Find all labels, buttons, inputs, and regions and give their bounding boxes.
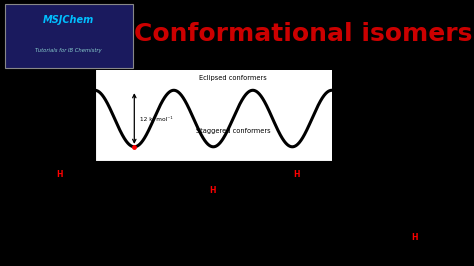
Text: MSJChem: MSJChem bbox=[43, 15, 94, 25]
Text: H: H bbox=[259, 217, 265, 226]
Text: H: H bbox=[209, 217, 215, 226]
Text: H: H bbox=[209, 186, 216, 195]
Text: H: H bbox=[56, 171, 63, 180]
Text: H: H bbox=[328, 217, 334, 226]
Text: H: H bbox=[90, 217, 96, 226]
Text: Dihedral angle = 180º: Dihedral angle = 180º bbox=[371, 252, 458, 259]
Text: H: H bbox=[91, 217, 97, 226]
Text: H: H bbox=[411, 233, 418, 242]
Text: H: H bbox=[21, 217, 28, 226]
Text: H: H bbox=[56, 170, 63, 179]
Text: H: H bbox=[446, 217, 452, 226]
FancyBboxPatch shape bbox=[5, 4, 133, 68]
Text: H: H bbox=[174, 171, 181, 180]
Text: H: H bbox=[446, 186, 453, 195]
Text: H: H bbox=[293, 170, 300, 179]
Text: H: H bbox=[411, 171, 418, 180]
Text: H: H bbox=[293, 171, 300, 180]
Text: Dihedral angle = 0º: Dihedral angle = 0º bbox=[20, 252, 98, 259]
Text: H: H bbox=[174, 233, 181, 242]
Text: Tutorials for IB Chemistry: Tutorials for IB Chemistry bbox=[36, 48, 102, 53]
Text: Eclipsed conformers: Eclipsed conformers bbox=[199, 75, 267, 81]
Text: H: H bbox=[140, 186, 146, 195]
Text: Conformational isomers: Conformational isomers bbox=[134, 22, 473, 47]
Text: H: H bbox=[327, 217, 333, 226]
Text: H: H bbox=[378, 217, 384, 226]
Text: Staggered conformers: Staggered conformers bbox=[196, 128, 270, 134]
Text: H: H bbox=[22, 217, 28, 226]
Text: Dihedral angle = 120º: Dihedral angle = 120º bbox=[253, 252, 340, 259]
Text: H: H bbox=[377, 186, 383, 195]
Text: H: H bbox=[141, 217, 147, 226]
X-axis label: Dihedral angle: Dihedral angle bbox=[182, 176, 244, 185]
Text: H: H bbox=[258, 217, 265, 226]
Y-axis label: Potential energy: Potential energy bbox=[84, 84, 93, 147]
Text: 12 kJ mol⁻¹: 12 kJ mol⁻¹ bbox=[139, 115, 172, 122]
Text: Dihedral angle = 60º: Dihedral angle = 60º bbox=[137, 252, 219, 259]
